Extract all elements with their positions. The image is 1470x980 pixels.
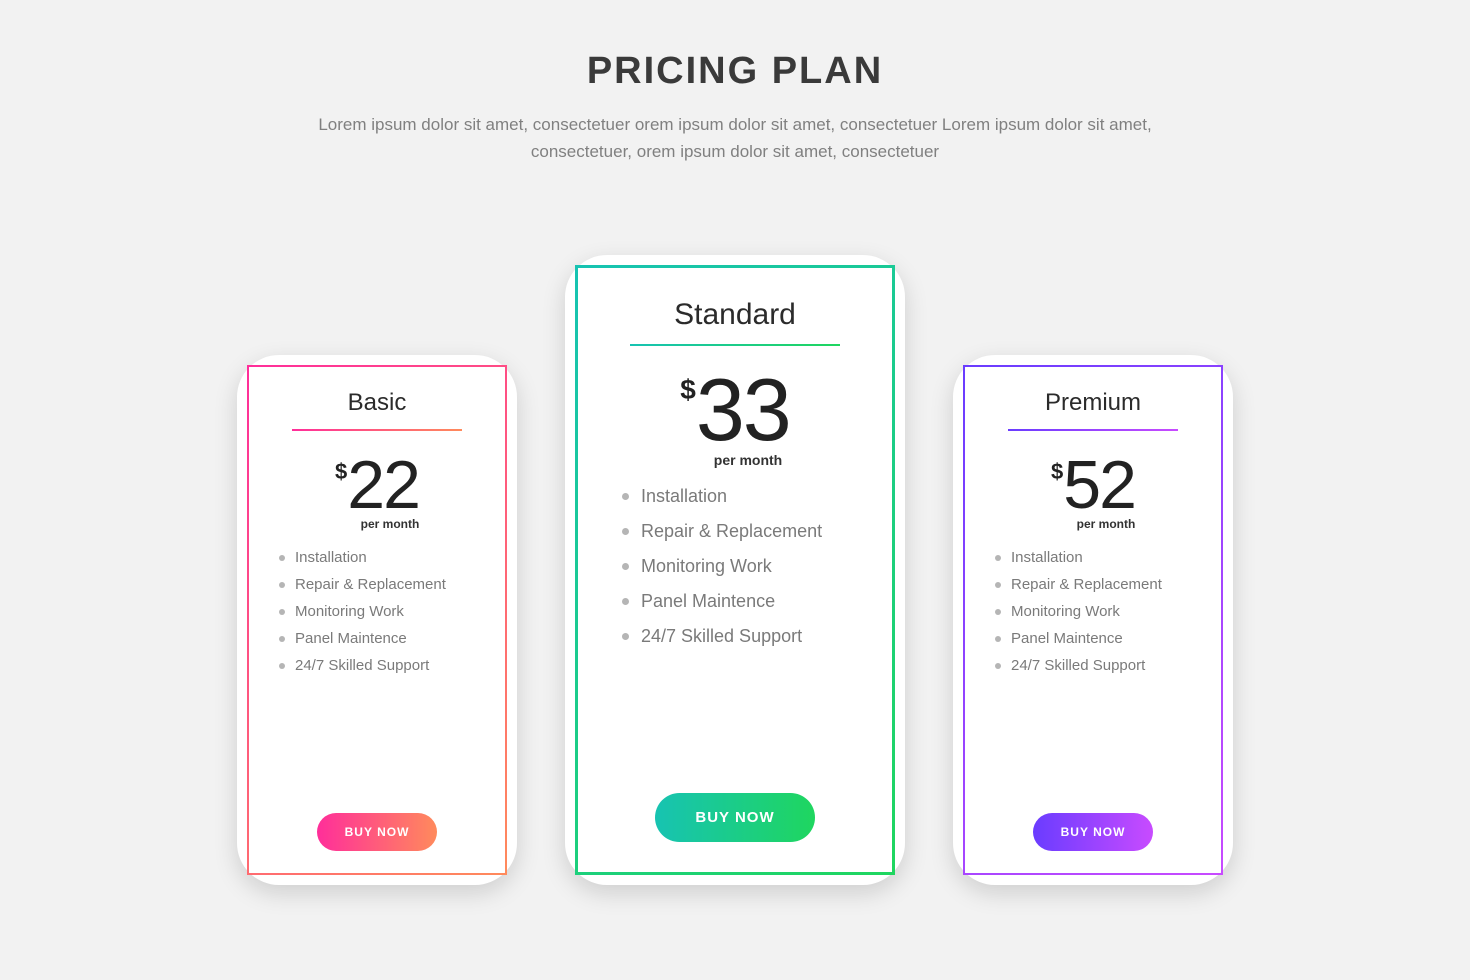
buy-now-button[interactable]: BUY NOW bbox=[1033, 813, 1154, 851]
price-period: per month bbox=[335, 517, 420, 531]
feature-text: Panel Maintence bbox=[1011, 630, 1123, 647]
bullet-icon bbox=[622, 493, 629, 500]
feature-text: Monitoring Work bbox=[295, 603, 404, 620]
pricing-card-inner: Standard $33per month Installation Repair &… bbox=[575, 265, 895, 875]
feature-list: Installation Repair & Replacement Monitori… bbox=[265, 549, 489, 684]
bullet-icon bbox=[995, 663, 1001, 669]
plan-divider bbox=[1008, 429, 1178, 431]
currency-symbol: $ bbox=[680, 374, 696, 406]
feature-item: Installation bbox=[995, 549, 1205, 566]
plan-title: Standard bbox=[674, 298, 796, 332]
price-row: $52 bbox=[1051, 451, 1135, 519]
pricing-page: PRICING PLAN Lorem ipsum dolor sit amet,… bbox=[0, 0, 1470, 980]
bullet-icon bbox=[279, 555, 285, 561]
price-row: $22 bbox=[335, 451, 419, 519]
feature-item: Repair & Replacement bbox=[622, 521, 868, 542]
feature-item: Panel Maintence bbox=[279, 630, 489, 647]
buy-now-button[interactable]: BUY NOW bbox=[317, 813, 438, 851]
pricing-card-premium: Premium $52per month Installation Repair & … bbox=[953, 355, 1233, 885]
feature-item: Monitoring Work bbox=[279, 603, 489, 620]
bullet-icon bbox=[622, 598, 629, 605]
feature-text: Panel Maintence bbox=[295, 630, 407, 647]
feature-item: Repair & Replacement bbox=[995, 576, 1205, 593]
price-value: 52 bbox=[1063, 451, 1135, 519]
pricing-card-basic: Basic $22per month Installation Repair & Re… bbox=[237, 355, 517, 885]
feature-item: 24/7 Skilled Support bbox=[279, 657, 489, 674]
price-value: 22 bbox=[347, 451, 419, 519]
pricing-card-inner: Premium $52per month Installation Repair & … bbox=[963, 365, 1223, 875]
bullet-icon bbox=[995, 582, 1001, 588]
feature-list: Installation Repair & Replacement Monitori… bbox=[602, 486, 868, 661]
feature-text: Monitoring Work bbox=[1011, 603, 1120, 620]
buy-now-button[interactable]: BUY NOW bbox=[655, 793, 814, 842]
bullet-icon bbox=[622, 528, 629, 535]
feature-text: Repair & Replacement bbox=[1011, 576, 1162, 593]
price-value: 33 bbox=[696, 366, 790, 454]
feature-text: 24/7 Skilled Support bbox=[1011, 657, 1145, 674]
plan-title: Premium bbox=[1045, 389, 1141, 417]
feature-text: 24/7 Skilled Support bbox=[641, 626, 802, 647]
price-row: $33 bbox=[680, 366, 789, 454]
page-subtitle: Lorem ipsum dolor sit amet, consectetuer… bbox=[295, 111, 1175, 165]
feature-item: Installation bbox=[622, 486, 868, 507]
feature-list: Installation Repair & Replacement Monitori… bbox=[981, 549, 1205, 684]
page-title: PRICING PLAN bbox=[587, 50, 883, 93]
price-block: $52per month bbox=[1051, 451, 1136, 531]
bullet-icon bbox=[279, 582, 285, 588]
price-period: per month bbox=[1051, 517, 1136, 531]
feature-text: Repair & Replacement bbox=[641, 521, 822, 542]
feature-item: 24/7 Skilled Support bbox=[622, 626, 868, 647]
bullet-icon bbox=[279, 609, 285, 615]
price-block: $33per month bbox=[680, 366, 789, 468]
feature-text: Panel Maintence bbox=[641, 591, 775, 612]
pricing-cards-row: Basic$22per monthInstallationRepair & Re… bbox=[237, 255, 1233, 885]
feature-item: Panel Maintence bbox=[622, 591, 868, 612]
bullet-icon bbox=[995, 609, 1001, 615]
feature-text: Installation bbox=[1011, 549, 1083, 566]
feature-item: Panel Maintence bbox=[995, 630, 1205, 647]
feature-item: Installation bbox=[279, 549, 489, 566]
feature-item: Monitoring Work bbox=[622, 556, 868, 577]
feature-text: Installation bbox=[295, 549, 367, 566]
bullet-icon bbox=[279, 663, 285, 669]
feature-item: Monitoring Work bbox=[995, 603, 1205, 620]
feature-item: Repair & Replacement bbox=[279, 576, 489, 593]
bullet-icon bbox=[622, 633, 629, 640]
plan-divider bbox=[292, 429, 462, 431]
feature-text: Repair & Replacement bbox=[295, 576, 446, 593]
pricing-card-inner: Basic $22per month Installation Repair & Re… bbox=[247, 365, 507, 875]
price-period: per month bbox=[688, 452, 782, 468]
currency-symbol: $ bbox=[1051, 459, 1063, 485]
bullet-icon bbox=[279, 636, 285, 642]
pricing-card-standard: Standard $33per month Installation Repair &… bbox=[565, 255, 905, 885]
bullet-icon bbox=[995, 555, 1001, 561]
feature-item: 24/7 Skilled Support bbox=[995, 657, 1205, 674]
bullet-icon bbox=[622, 563, 629, 570]
currency-symbol: $ bbox=[335, 459, 347, 485]
feature-text: Monitoring Work bbox=[641, 556, 772, 577]
bullet-icon bbox=[995, 636, 1001, 642]
price-block: $22per month bbox=[335, 451, 420, 531]
plan-divider bbox=[630, 344, 840, 346]
feature-text: 24/7 Skilled Support bbox=[295, 657, 429, 674]
feature-text: Installation bbox=[641, 486, 727, 507]
plan-title: Basic bbox=[348, 389, 407, 417]
